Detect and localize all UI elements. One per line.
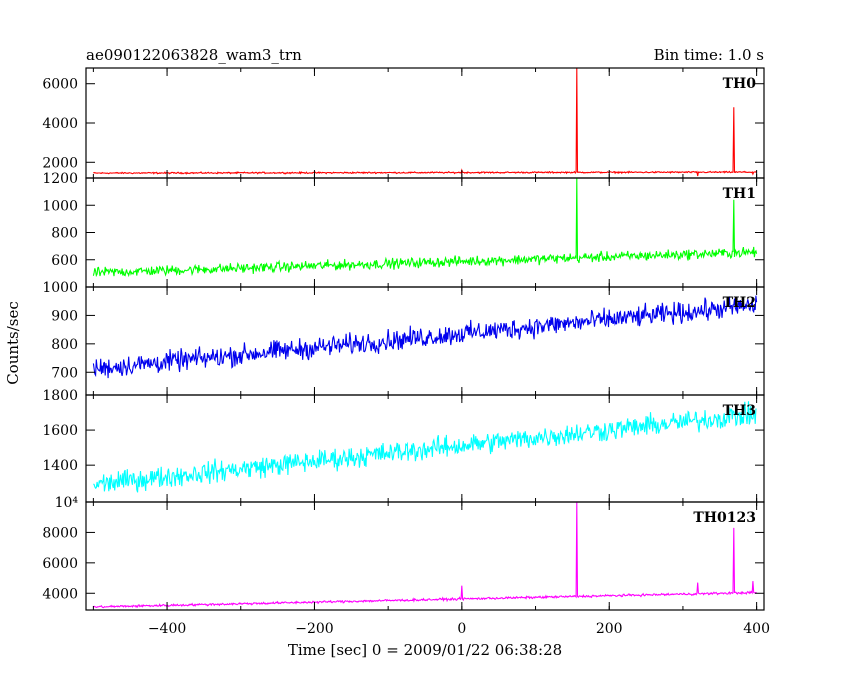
y-tick-label: 800 [51,226,78,242]
chart-title: ae090122063828_wam3_trn [86,46,302,64]
y-tick-label: 900 [51,308,78,324]
panel-th0123: 4000 6000 8000 10⁴ TH0123 [42,495,765,611]
series-line-th0 [93,68,758,177]
y-tick-label: 600 [51,253,78,269]
y-tick-label: 1000 [42,198,78,214]
series-line-th1 [92,178,758,278]
y-axis-label: Counts/sec [4,301,22,385]
series-label-th1: TH1 [723,186,756,202]
panel-frame [85,501,765,611]
y-tick-label: 1800 [42,388,78,404]
y-tick-label: 2000 [42,155,78,171]
panel-th3: 1400 1600 1800 TH3 [42,388,765,503]
y-tick-label: 6000 [42,77,78,93]
series-line-th3 [93,401,757,493]
y-tick-label: 4000 [42,586,78,602]
y-tick-label: 10⁴ [55,495,79,511]
series-label-th0123: TH0123 [693,510,756,526]
series-label-th0: TH0 [723,76,757,92]
y-tick-label: 1600 [42,423,78,439]
series-label-th3: TH3 [723,403,756,419]
y-tick-label: 800 [51,337,78,353]
y-tick-label: 1400 [42,458,78,474]
y-tick-label: 1000 [42,280,78,296]
series-line-th2 [92,295,758,379]
y-tick-label: 8000 [42,525,78,541]
y-tick-label: 1200 [42,171,78,187]
x-tick-label: 200 [596,621,623,637]
y-tick-label: 4000 [42,116,78,132]
panel-th1: 600 800 1000 TH1 [42,177,765,288]
x-axis-label: Time [sec] 0 = 2009/01/22 06:38:28 [288,641,562,659]
series-label-th2: TH2 [723,295,756,311]
panel-frame [85,67,765,179]
x-tick-label: −400 [148,621,186,637]
y-tick-label: 6000 [42,556,78,572]
bin-time-label: Bin time: 1.0 s [654,46,764,64]
x-tick-label: −200 [295,621,333,637]
series-line-th0123 [92,502,757,609]
x-tick-label: 400 [743,621,770,637]
y-tick-label: 700 [51,365,78,381]
panel-th2: 700 800 900 1000 TH2 [42,280,765,396]
x-tick-label: 0 [457,621,466,637]
